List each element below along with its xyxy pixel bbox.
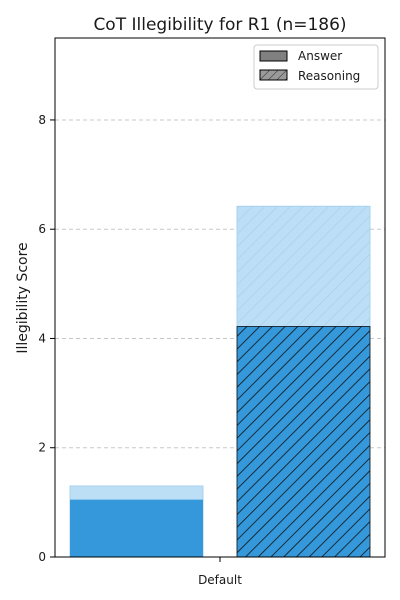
bars	[69, 205, 371, 558]
y-tick-label: 0	[38, 550, 46, 564]
y-tick-label: 8	[38, 113, 46, 127]
y-tick-label: 2	[38, 441, 46, 455]
y-axis-ticks: 0 2 4 6 8	[38, 113, 55, 564]
legend-swatch-answer	[259, 50, 288, 62]
x-tick-label: Default	[198, 573, 242, 587]
legend-label-reasoning: Reasoning	[298, 69, 360, 83]
legend: Answer Reasoning	[253, 44, 379, 90]
x-axis-ticks: Default	[198, 557, 242, 587]
chart-title: CoT Illegibility for R1 (n=186)	[93, 15, 346, 35]
legend-label-answer: Answer	[298, 49, 342, 63]
y-axis-label: Illegibility Score	[15, 242, 31, 353]
legend-swatch-reasoning	[259, 69, 288, 81]
y-tick-label: 6	[38, 222, 46, 236]
bar-answer-mean	[70, 499, 203, 557]
y-tick-label: 4	[38, 331, 46, 345]
bar-reasoning-mean	[236, 326, 371, 558]
